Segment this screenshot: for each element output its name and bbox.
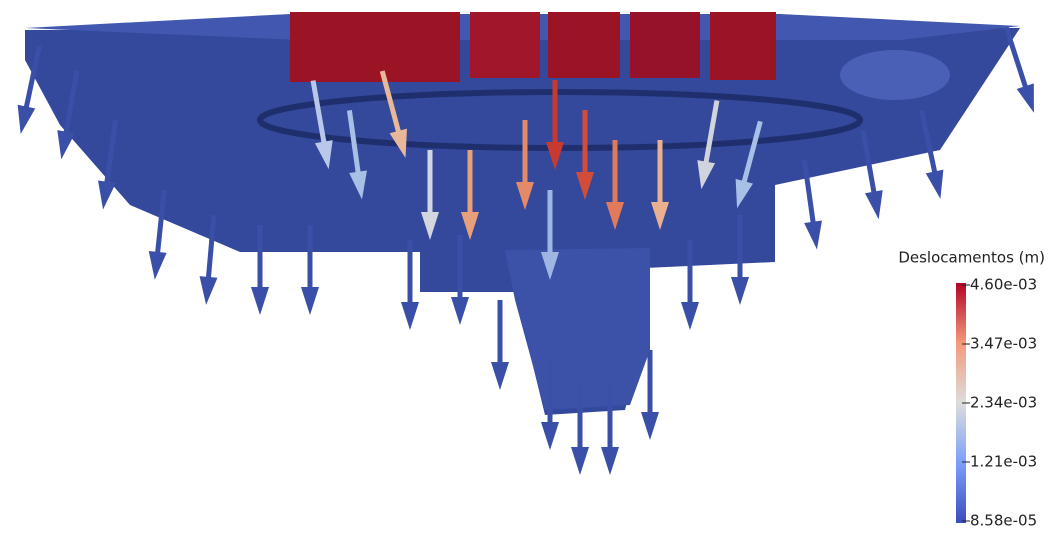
legend-tick-label: 1.21e-03 bbox=[970, 453, 1037, 471]
red-block bbox=[710, 12, 776, 80]
legend-tick-label: 3.47e-03 bbox=[970, 335, 1037, 353]
red-block bbox=[630, 12, 700, 78]
legend-tick-label: 2.34e-03 bbox=[970, 394, 1037, 412]
body: Deslocamentos (m) 4.60e-03 3.47e-03 2.34e-… bbox=[0, 0, 1050, 533]
legend-ticks: 4.60e-03 3.47e-03 2.34e-03 1.21e-03 8.58e-05 bbox=[962, 276, 1037, 530]
red-block bbox=[290, 12, 460, 82]
arrow bbox=[491, 300, 509, 390]
red-block bbox=[470, 12, 540, 78]
side-tank bbox=[840, 50, 950, 100]
legend-title: Deslocamentos (m) bbox=[898, 249, 1045, 267]
page: Deslocamentos {"legend": {"title": "Desl… bbox=[0, 0, 1050, 533]
legend-tick-label: 4.60e-03 bbox=[970, 276, 1037, 294]
arrow bbox=[401, 240, 419, 330]
legend-tick-label: 8.58e-05 bbox=[970, 512, 1037, 530]
scene: Deslocamentos (m) 4.60e-03 3.47e-03 2.34e-… bbox=[0, 0, 1050, 533]
red-block bbox=[548, 12, 620, 78]
